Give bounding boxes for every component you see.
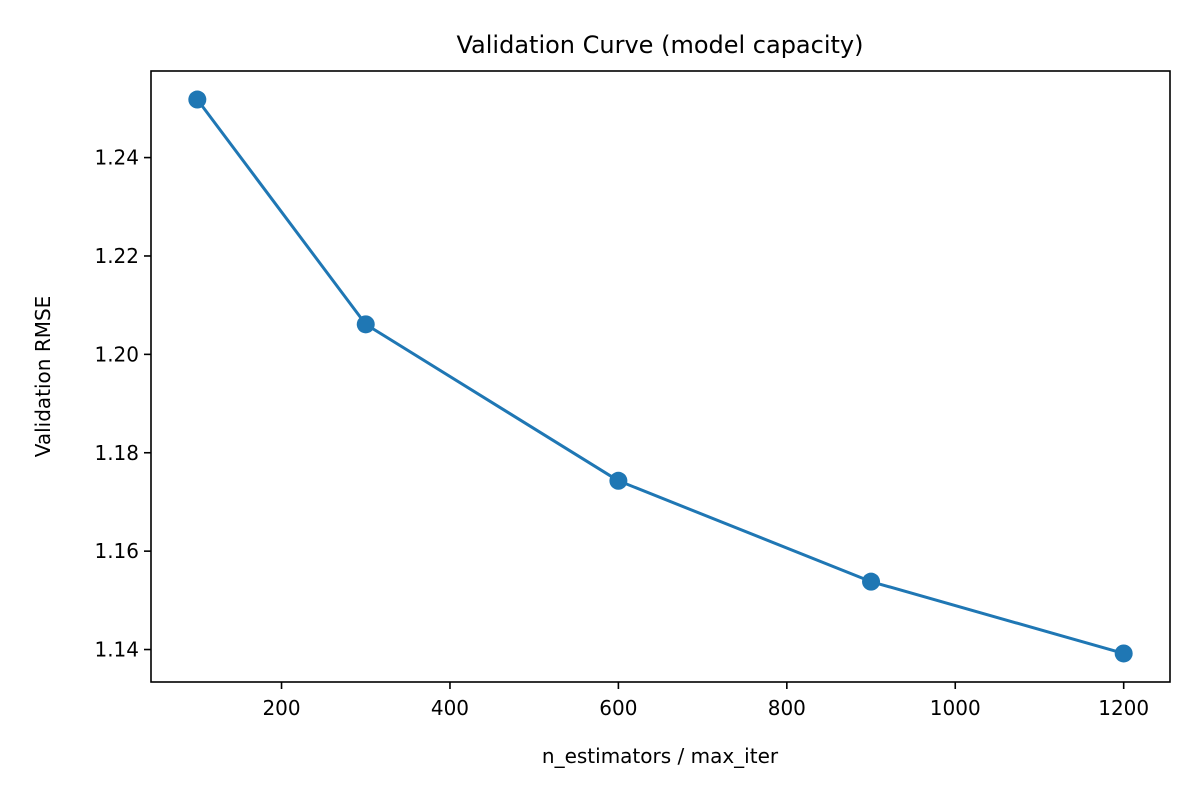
y-tick-label: 1.22 (94, 244, 139, 268)
data-point (609, 471, 628, 490)
x-axis: 200 400 600 800 1000 1200 (262, 682, 1149, 720)
y-tick-label: 1.20 (94, 342, 139, 366)
y-tick-label: 1.18 (94, 441, 139, 465)
series-line (195, 98, 1126, 655)
x-tick-label: 800 (768, 696, 806, 720)
chart-title: Validation Curve (model capacity) (457, 31, 864, 59)
data-point (862, 572, 881, 591)
plot-frame (150, 70, 1171, 683)
y-axis: 1.14 1.16 1.18 1.20 1.22 1.24 (94, 146, 151, 662)
y-tick-label: 1.24 (94, 146, 139, 170)
series-layer (188, 90, 1133, 663)
x-tick-label: 1000 (930, 696, 981, 720)
x-tick-label: 600 (599, 696, 637, 720)
y-tick-label: 1.16 (94, 539, 139, 563)
x-tick-label: 400 (431, 696, 469, 720)
x-tick-label: 1200 (1098, 696, 1149, 720)
y-axis-title: Validation RMSE (31, 296, 55, 458)
x-tick-label: 200 (262, 696, 300, 720)
data-point (188, 90, 207, 109)
data-point (1114, 644, 1133, 663)
data-point (356, 315, 375, 334)
y-tick-label: 1.14 (94, 638, 139, 662)
x-axis-title: n_estimators / max_iter (542, 744, 779, 768)
